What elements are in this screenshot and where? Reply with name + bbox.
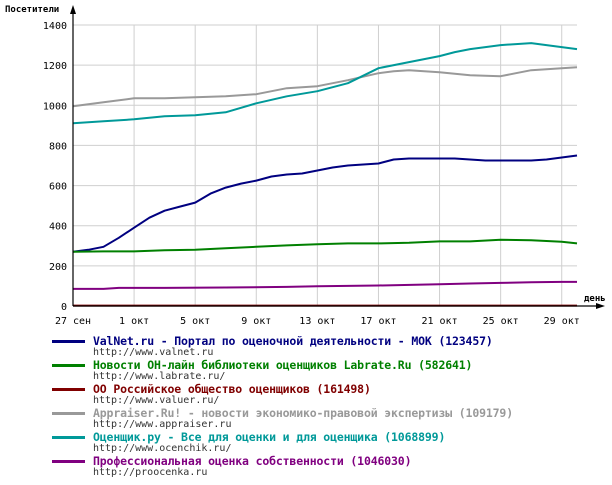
- legend-item: ValNet.ru - Портал по оценочной деятельн…: [52, 334, 607, 358]
- x-tick-label: 1 окт: [119, 316, 149, 327]
- x-tick-label: 29 окт: [544, 316, 580, 327]
- legend-item: ОО Российское общество оценщиков (161498…: [52, 382, 607, 406]
- y-tick-label: 800: [49, 141, 67, 152]
- axes: [70, 5, 605, 309]
- legend-series-name: Appraiser.Ru! - новости экономико-правов…: [93, 406, 513, 420]
- x-axis-tick-labels: 27 сен 1 окт 5 окт 9 окт 13 окт 17 окт 21 окт 2…: [55, 316, 580, 327]
- y-axis-title: Посетители: [5, 5, 59, 15]
- legend-item: Appraiser.Ru! - новости экономико-правов…: [52, 406, 607, 430]
- y-tick-label: 1000: [43, 101, 67, 112]
- legend-series-url[interactable]: http://proocenka.ru: [93, 467, 208, 478]
- series-line: [72, 66, 578, 108]
- y-tick-label: 1400: [43, 21, 67, 32]
- y-tick-label: 200: [49, 262, 67, 273]
- x-tick-label: 27 сен: [55, 316, 91, 327]
- y-axis-arrow: [70, 5, 76, 14]
- legend-series-url[interactable]: http://www.valnet.ru: [93, 347, 214, 358]
- grid-lines: [72, 24, 577, 306]
- y-tick-label: 600: [49, 182, 67, 193]
- series-line: [72, 238, 578, 253]
- x-tick-label: 21 окт: [421, 316, 457, 327]
- legend-item: Оценщик.ру - Все для оценки и для оценщи…: [52, 430, 607, 454]
- x-axis-title: день: [584, 294, 606, 304]
- series-line: [72, 154, 578, 253]
- x-tick-label: 25 окт: [483, 316, 519, 327]
- legend-swatch: [52, 412, 85, 415]
- legend-swatch: [52, 340, 85, 343]
- legend-item: Новости ОН-лайн библиотеки оценщиков Lab…: [52, 358, 607, 382]
- legend-series-name: Новости ОН-лайн библиотеки оценщиков Lab…: [93, 358, 473, 372]
- x-tick-label: 9 окт: [241, 316, 271, 327]
- legend-item: Профессиональная оценка собственности (1…: [52, 454, 607, 478]
- legend-swatch: [52, 388, 85, 391]
- legend-series-name: ОО Российское общество оценщиков (161498…: [93, 382, 371, 396]
- legend-series-name: ValNet.ru - Портал по оценочной деятельн…: [93, 334, 493, 348]
- y-tick-label: 0: [61, 302, 67, 313]
- legend-series-url[interactable]: http://www.appraiser.ru: [93, 419, 232, 430]
- legend-swatch: [52, 436, 85, 439]
- x-axis-arrow: [596, 303, 605, 309]
- legend-series-url[interactable]: http://www.ocenchik.ru/: [93, 443, 232, 454]
- legend-swatch: [52, 460, 85, 463]
- chart-legend: ValNet.ru - Портал по оценочной деятельн…: [52, 334, 607, 478]
- legend-series-url[interactable]: http://www.valuer.ru/: [93, 395, 220, 406]
- legend-series-name: Профессиональная оценка собственности (1…: [93, 454, 412, 468]
- legend-swatch: [52, 364, 85, 367]
- y-tick-label: 400: [49, 222, 67, 233]
- x-tick-label: 17 окт: [360, 316, 396, 327]
- x-tick-label: 5 окт: [180, 316, 210, 327]
- series-line: [72, 42, 578, 125]
- y-tick-label: 1200: [43, 61, 67, 72]
- legend-series-name: Оценщик.ру - Все для оценки и для оценщи…: [93, 430, 446, 444]
- line-chart: 0 200 400 600 800 1000 1200 1400 27 сен 1 окт 5 о…: [5, 5, 606, 327]
- legend-series-url[interactable]: http://www.labrate.ru/: [93, 371, 226, 382]
- x-tick-label: 13 окт: [299, 316, 335, 327]
- series-line: [73, 280, 577, 290]
- y-axis-tick-labels: 0 200 400 600 800 1000 1200 1400: [43, 21, 67, 313]
